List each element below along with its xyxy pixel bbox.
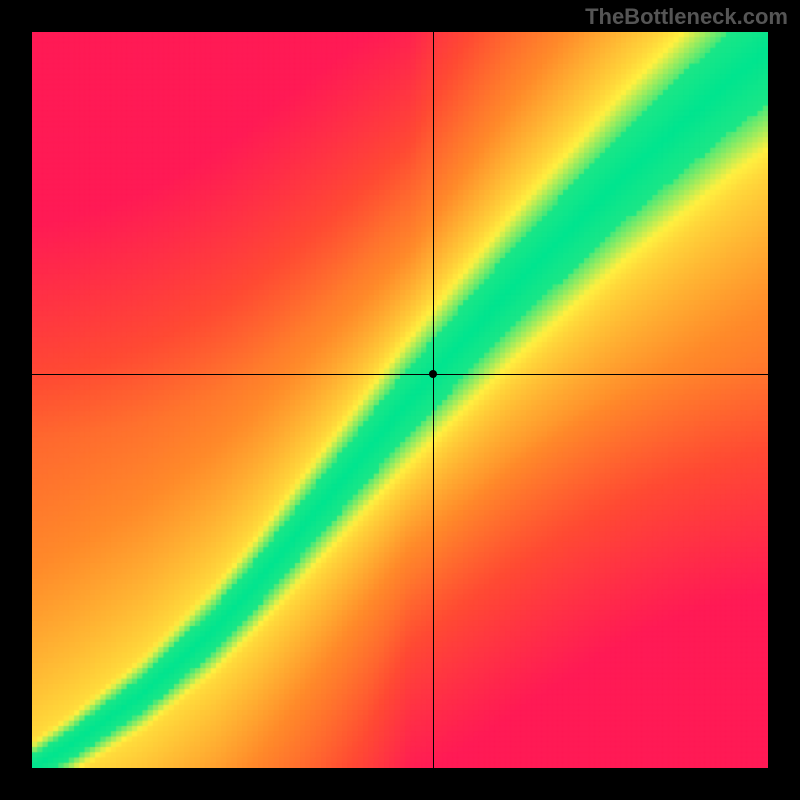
crosshair-vertical xyxy=(433,32,434,768)
crosshair-horizontal xyxy=(32,374,768,375)
chart-container: TheBottleneck.com xyxy=(0,0,800,800)
heatmap-plot-area xyxy=(32,32,768,768)
crosshair-marker xyxy=(429,370,437,378)
watermark-text: TheBottleneck.com xyxy=(585,4,788,30)
heatmap-canvas xyxy=(32,32,768,768)
